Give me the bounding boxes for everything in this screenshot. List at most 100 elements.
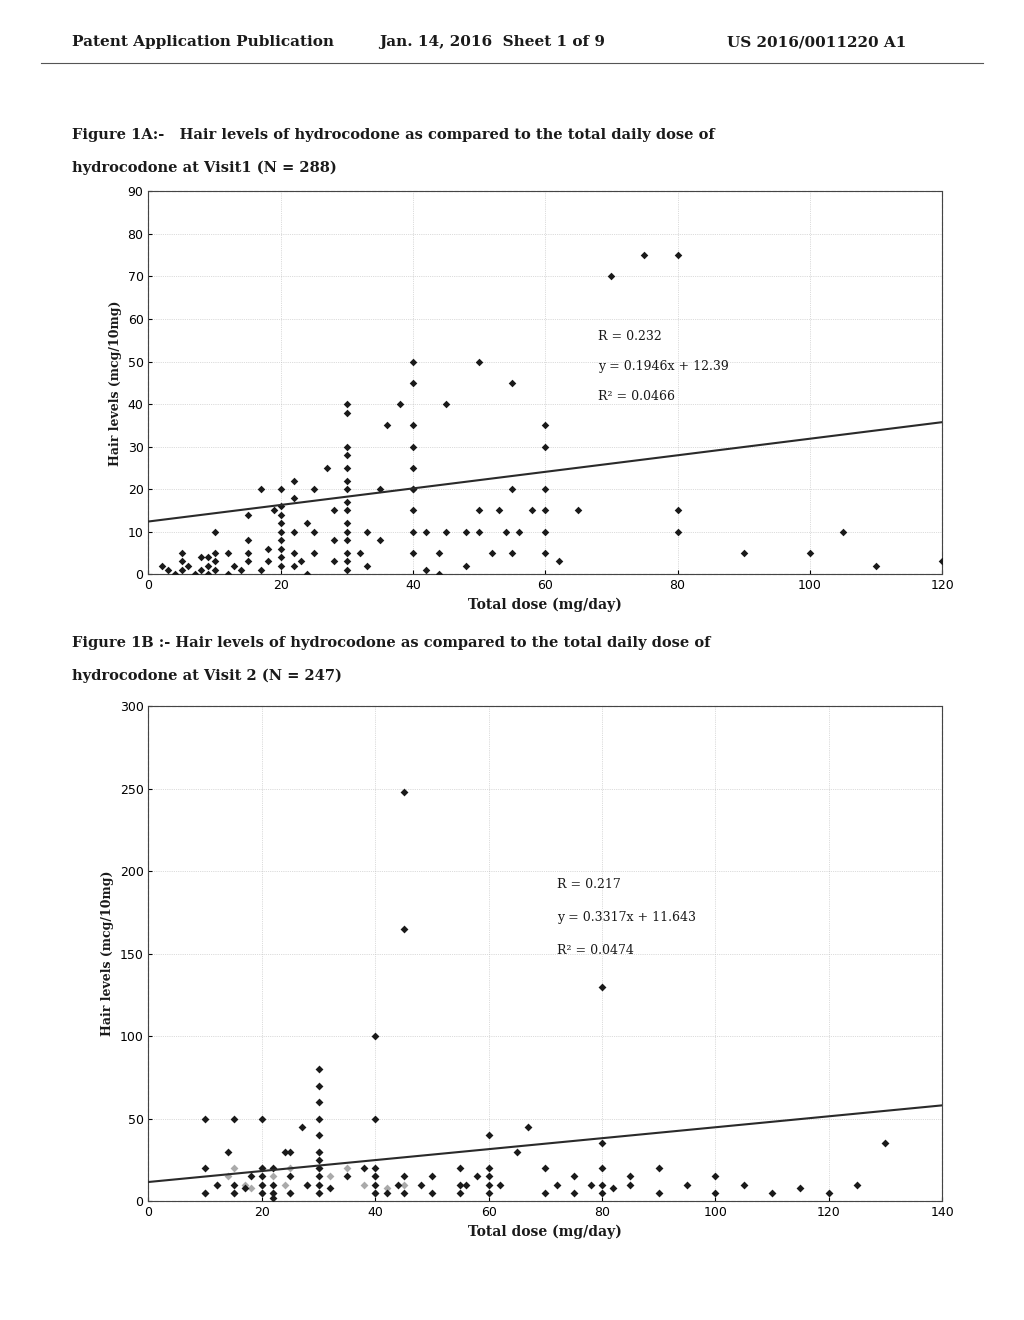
Point	[254, 1175, 270, 1196]
Point	[537, 543, 553, 564]
Point	[537, 1183, 553, 1204]
Point	[404, 543, 421, 564]
Text: Figure 1A:-   Hair levels of hydrocodone as compared to the total daily dose of: Figure 1A:- Hair levels of hydrocodone a…	[72, 128, 715, 141]
Point	[310, 1183, 327, 1204]
Point	[520, 1117, 537, 1138]
Point	[438, 393, 455, 414]
Point	[240, 529, 256, 550]
Point	[339, 403, 355, 424]
Point	[310, 1158, 327, 1179]
Point	[286, 521, 302, 543]
Point	[186, 564, 203, 585]
Point	[367, 1166, 383, 1187]
Point	[286, 543, 302, 564]
Point	[424, 1166, 440, 1187]
Point	[225, 1183, 242, 1204]
Point	[310, 1140, 327, 1163]
Point	[793, 1177, 809, 1199]
Y-axis label: Hair levels (mcg/10mg): Hair levels (mcg/10mg)	[110, 300, 122, 466]
Point	[367, 1158, 383, 1179]
Point	[310, 1175, 327, 1196]
Point	[225, 1175, 242, 1196]
Point	[404, 436, 421, 457]
Point	[764, 1183, 780, 1204]
Point	[594, 1158, 610, 1179]
Point	[735, 543, 752, 564]
Point	[537, 500, 553, 521]
Point	[391, 393, 408, 414]
Point	[299, 1175, 315, 1196]
Point	[367, 1026, 383, 1047]
Point	[243, 1166, 259, 1187]
Point	[282, 1158, 298, 1179]
Point	[537, 1158, 553, 1179]
Point	[378, 1183, 394, 1204]
Point	[310, 1059, 327, 1080]
Point	[537, 414, 553, 436]
Point	[266, 500, 283, 521]
Point	[293, 1117, 309, 1138]
Point	[219, 564, 236, 585]
Text: R² = 0.0474: R² = 0.0474	[557, 944, 634, 957]
Point	[200, 564, 216, 585]
Point	[237, 1177, 253, 1199]
Point	[458, 556, 474, 577]
Point	[310, 1183, 327, 1204]
Point	[524, 500, 541, 521]
Point	[367, 1175, 383, 1196]
Point	[820, 1183, 837, 1204]
Point	[492, 1175, 508, 1196]
Point	[254, 1158, 270, 1179]
Point	[339, 529, 355, 550]
Point	[254, 1109, 270, 1130]
Point	[219, 543, 236, 564]
Point	[708, 1183, 724, 1204]
Point	[286, 556, 302, 577]
Point	[225, 1158, 242, 1179]
Point	[197, 1158, 213, 1179]
Point	[282, 1140, 298, 1163]
Point	[367, 1183, 383, 1204]
Point	[339, 543, 355, 564]
Point	[200, 546, 216, 568]
Point	[367, 1166, 383, 1187]
Point	[282, 1183, 298, 1204]
Point	[299, 1175, 315, 1196]
Point	[272, 512, 289, 533]
Point	[207, 521, 223, 543]
Point	[339, 436, 355, 457]
Point	[802, 543, 818, 564]
Point	[265, 1175, 282, 1196]
Point	[197, 1183, 213, 1204]
Point	[537, 521, 553, 543]
Point	[452, 1183, 468, 1204]
Point	[310, 1125, 327, 1146]
Point	[480, 1175, 497, 1196]
Point	[565, 1183, 582, 1204]
Point	[395, 1175, 412, 1196]
Point	[339, 491, 355, 512]
Point	[550, 550, 566, 572]
Point	[194, 560, 210, 581]
Point	[404, 372, 421, 393]
Point	[367, 1183, 383, 1204]
Point	[259, 550, 275, 572]
Point	[480, 1166, 497, 1187]
Point	[471, 351, 487, 372]
Point	[305, 521, 322, 543]
Point	[272, 529, 289, 550]
Point	[509, 1140, 525, 1163]
Point	[352, 543, 369, 564]
Point	[594, 1133, 610, 1154]
Point	[636, 244, 652, 265]
Point	[480, 1183, 497, 1204]
Point	[310, 1109, 327, 1130]
Point	[480, 1125, 497, 1146]
Text: hydrocodone at Visit1 (N = 288): hydrocodone at Visit1 (N = 288)	[72, 160, 337, 174]
Point	[305, 543, 322, 564]
Point	[594, 977, 610, 998]
Point	[339, 550, 355, 572]
Point	[299, 512, 315, 533]
Point	[358, 521, 375, 543]
Point	[310, 1150, 327, 1171]
